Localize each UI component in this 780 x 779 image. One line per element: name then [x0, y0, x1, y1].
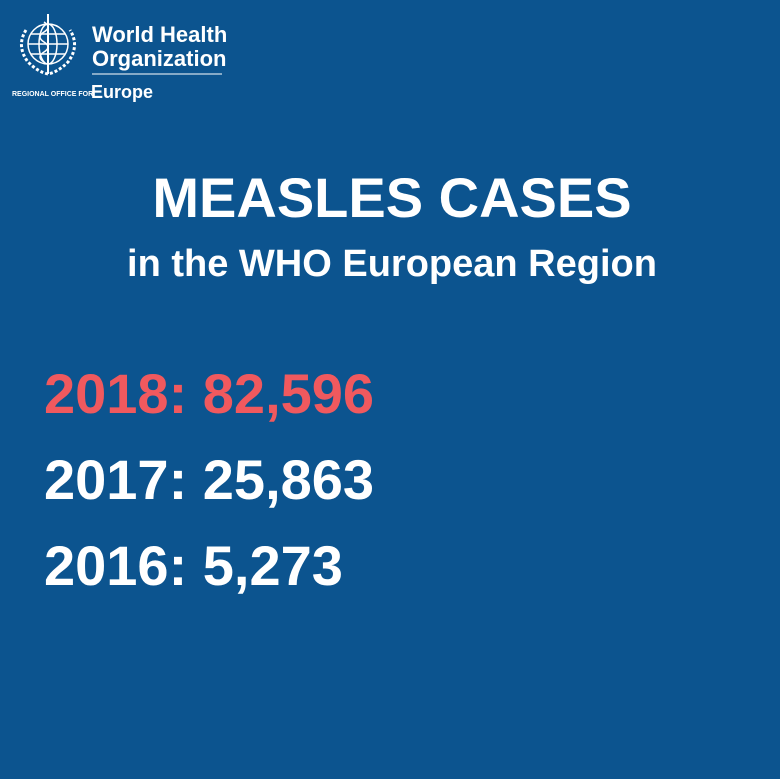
- logo-line1: World Health: [92, 22, 227, 47]
- title: MEASLES CASES: [152, 166, 631, 229]
- subtitle: in the WHO European Region: [127, 243, 657, 285]
- stat-line: 2018: 82,596: [44, 362, 374, 425]
- stat-line: 2017: 25,863: [44, 448, 374, 511]
- who-emblem: [20, 14, 76, 76]
- logo-office: REGIONAL OFFICE FOR: [12, 91, 93, 98]
- stat-line: 2016: 5,273: [44, 534, 343, 597]
- logo-line2: Organization: [92, 46, 226, 71]
- stats: 2018: 82,596 2017: 25,863 2016: 5,273: [44, 362, 374, 597]
- logo-region: Europe: [91, 82, 153, 102]
